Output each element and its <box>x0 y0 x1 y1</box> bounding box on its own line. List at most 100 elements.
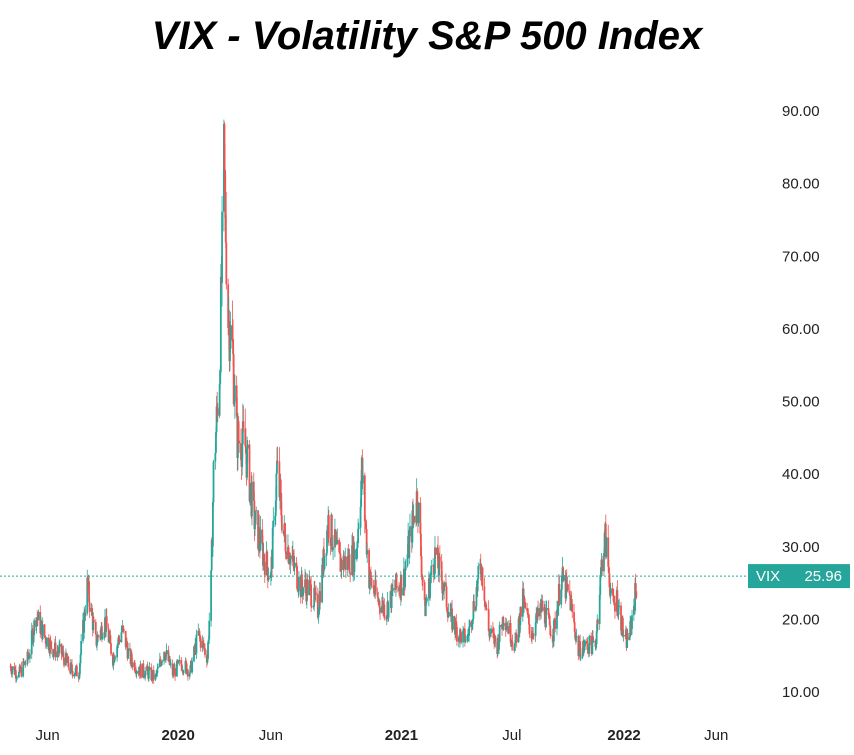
candle-body <box>52 653 55 657</box>
y-tick-label: 10.00 <box>782 684 820 701</box>
candle-body <box>180 664 183 671</box>
candle-body <box>93 620 95 623</box>
candle-body <box>263 561 266 576</box>
candle-body <box>216 406 219 409</box>
candle-body <box>532 635 535 637</box>
candle-body <box>86 577 89 614</box>
candle-body <box>488 633 491 637</box>
candle-body <box>231 325 234 341</box>
candle-body <box>24 662 26 665</box>
candle-body <box>379 607 381 613</box>
candle-body <box>570 599 573 604</box>
candle-body <box>54 642 57 658</box>
candle-body <box>622 634 625 636</box>
candle-body <box>278 461 281 498</box>
candle-body <box>574 636 577 640</box>
candle-body <box>53 650 56 654</box>
candle-body <box>492 632 495 634</box>
candle-body <box>27 651 29 659</box>
candle-body <box>276 460 279 462</box>
candle-body <box>353 549 356 572</box>
candle-body <box>248 444 251 502</box>
candle-body <box>441 580 444 594</box>
candle-body <box>534 622 537 636</box>
candle-body <box>487 609 490 631</box>
candle-body <box>355 548 358 560</box>
candle-body <box>31 630 34 632</box>
candle-body <box>357 528 360 544</box>
candle-body <box>449 608 452 617</box>
candle-body <box>319 591 322 603</box>
candle-body <box>120 632 123 643</box>
candle-body <box>338 540 341 552</box>
candle-body <box>204 648 206 655</box>
candle-body <box>584 640 586 647</box>
candle-body <box>118 639 121 643</box>
candle-body <box>103 632 106 638</box>
candle-body <box>612 595 615 603</box>
candle-body <box>420 556 423 575</box>
candle-body <box>318 609 320 615</box>
candle-body <box>539 608 541 617</box>
candle-body <box>621 617 624 636</box>
candle-body <box>526 608 528 611</box>
candle-body <box>10 666 12 672</box>
candle-body <box>268 577 270 579</box>
candle-body <box>605 537 608 557</box>
candle-body <box>549 635 552 636</box>
candle-body <box>490 628 492 634</box>
candle-body <box>215 406 218 433</box>
candle-body <box>73 674 76 677</box>
y-tick-label: 80.00 <box>782 176 820 193</box>
candle-body <box>468 621 471 627</box>
candle-body <box>511 641 514 646</box>
candle-body <box>522 588 525 608</box>
candle-body <box>289 555 292 565</box>
candle-body <box>366 550 369 555</box>
x-tick-label: 2020 <box>161 727 194 744</box>
candle-body <box>57 651 59 653</box>
candle-body <box>228 320 231 362</box>
candle-body <box>562 575 565 581</box>
candle-body <box>301 574 303 588</box>
candle-body <box>308 580 311 595</box>
candle-body <box>227 284 230 328</box>
candle-body <box>258 527 261 545</box>
candle-body <box>310 584 313 607</box>
candle-body <box>302 587 305 596</box>
candle-body <box>177 660 180 664</box>
candle-body <box>276 460 278 474</box>
candle-body <box>71 664 73 671</box>
candle-body <box>634 583 636 611</box>
candle-body <box>557 602 560 616</box>
candle-body <box>224 191 227 243</box>
candle-body <box>88 581 90 603</box>
candle-body <box>385 615 388 619</box>
candle-body <box>553 620 555 642</box>
candle-body <box>113 658 116 662</box>
candle-body <box>524 602 527 609</box>
candle-body <box>336 540 339 545</box>
candle-body <box>280 515 283 531</box>
candle-body <box>223 124 226 170</box>
candle-body <box>515 632 518 635</box>
candle-body <box>327 515 330 538</box>
candle-body <box>411 510 414 543</box>
candle-body <box>617 606 620 615</box>
candle-body <box>523 598 525 608</box>
candle-body <box>565 576 568 599</box>
candle-body <box>629 621 632 637</box>
candle-body <box>195 634 198 654</box>
candle-body <box>269 571 272 579</box>
y-tick-label: 30.00 <box>782 539 820 556</box>
last-price-badge <box>748 564 850 589</box>
candle-body <box>168 656 171 665</box>
candle-body <box>122 629 125 631</box>
candle-body <box>114 657 117 659</box>
x-tick-label: Jul <box>502 727 521 744</box>
y-axis: 10.00 20.00 30.00 40.00 50.00 60.00 70.00 80.00… <box>782 103 820 701</box>
candle-body <box>473 601 475 611</box>
candle-body <box>531 638 533 640</box>
candle-body <box>79 654 82 664</box>
